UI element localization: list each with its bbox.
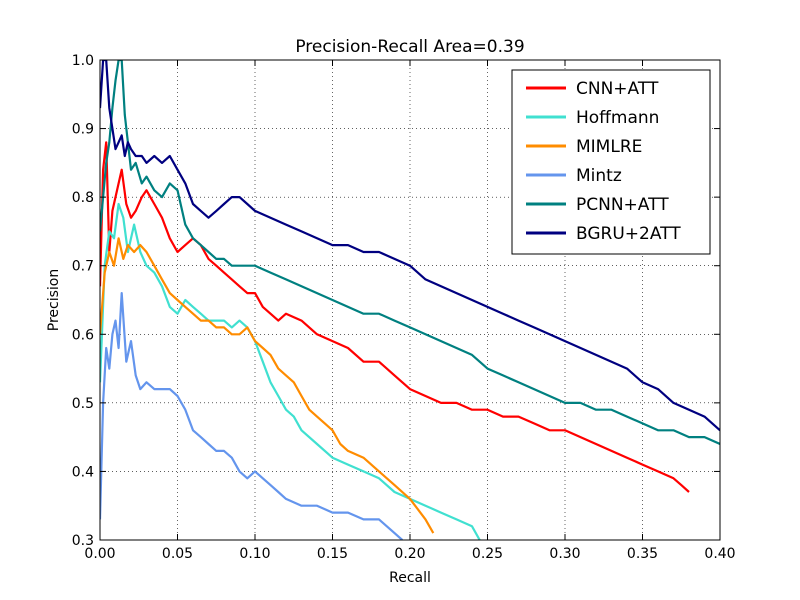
legend-label-mintz: Mintz — [576, 166, 622, 186]
x-tick-label: 0.30 — [549, 546, 580, 562]
series-line-mintz — [100, 292, 404, 540]
x-tick-label: 0.10 — [239, 546, 270, 562]
x-tick-label: 0.00 — [84, 546, 115, 562]
chart-title: Precision-Recall Area=0.39 — [295, 37, 524, 57]
y-tick-label: 0.5 — [72, 396, 94, 412]
x-tick-label: 0.05 — [162, 546, 193, 562]
x-axis-label: Recall — [389, 570, 431, 586]
y-tick-label: 0.6 — [72, 327, 94, 343]
legend-box — [511, 69, 711, 255]
legend: CNN+ATT Hoffmann MIMLRE Mintz PCNN+ATT BGRU+2… — [511, 69, 711, 255]
x-tick-label: 0.20 — [394, 546, 425, 562]
y-tick-label: 0.4 — [72, 464, 94, 480]
y-tick-label: 0.8 — [72, 190, 94, 206]
legend-label-bgru-2att: BGRU+2ATT — [576, 224, 681, 244]
series-line-cnn-att — [100, 141, 690, 493]
series-line-pcnn-att — [100, 60, 720, 446]
y-tick-label: 0.7 — [72, 259, 94, 275]
legend-label-mimlre: MIMLRE — [576, 137, 642, 157]
x-tick-label: 0.40 — [704, 546, 735, 562]
series-line-bgru-2att — [100, 60, 720, 432]
x-tick-label: 0.25 — [472, 546, 503, 562]
x-tick-label: 0.35 — [627, 546, 658, 562]
series-lines — [100, 60, 720, 540]
series-line-hoffmann — [100, 202, 481, 540]
series-line-mimlre — [100, 237, 435, 534]
ticks: 0.00 0.05 0.10 0.15 0.20 0.25 0.30 0.35 0.40 0.3 0… — [72, 53, 736, 562]
y-tick-label: 1.0 — [72, 53, 94, 69]
y-tick-label: 0.9 — [72, 122, 94, 138]
legend-label-pcnn-att: PCNN+ATT — [576, 195, 669, 215]
y-axis-label: Precision — [46, 269, 62, 331]
y-tick-label: 0.3 — [72, 533, 94, 549]
x-tick-label: 0.15 — [317, 546, 348, 562]
legend-label-hoffmann: Hoffmann — [576, 108, 659, 128]
legend-label-cnn-att: CNN+ATT — [576, 79, 659, 99]
